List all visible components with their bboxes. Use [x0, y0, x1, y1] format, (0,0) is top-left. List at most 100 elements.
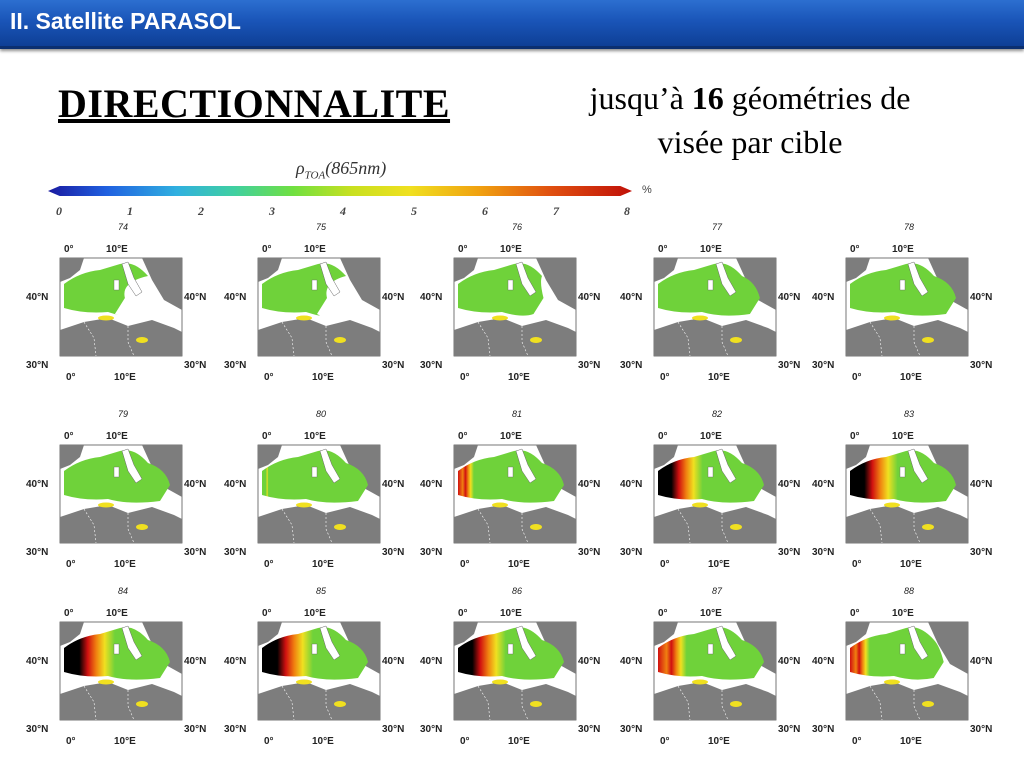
land-italy — [121, 625, 143, 661]
axis-lon-west-top: 0° — [658, 431, 668, 442]
sea-patch — [98, 679, 114, 685]
land-africa — [60, 318, 182, 356]
axis-lon-west-top: 0° — [262, 608, 272, 619]
land-iberia — [60, 258, 84, 282]
land-africa — [454, 505, 576, 543]
land-balkans — [340, 622, 380, 674]
land-africa — [60, 505, 182, 543]
axis-lat-right-top: 40°N — [578, 656, 600, 667]
axis-lon-east-top: 10°E — [500, 431, 522, 442]
axis-lat-right-bottom: 30°N — [778, 547, 800, 558]
axis-lat-left-bottom: 30°N — [26, 360, 48, 371]
axis-lon-west-bottom: 0° — [66, 559, 76, 570]
axis-lat-left-bottom: 30°N — [620, 724, 642, 735]
panel-number: 76 — [512, 222, 522, 232]
sea-patch — [692, 315, 708, 321]
axis-lat-left-top: 40°N — [224, 656, 246, 667]
land-iberia — [454, 445, 478, 469]
map-panel: 86 0° 10°E 40°N 40°N 30°N 30°N 0° 10°E — [418, 582, 614, 768]
axis-lat-right-top: 40°N — [778, 656, 800, 667]
axis-lat-left-bottom: 30°N — [224, 724, 246, 735]
land-balkans — [340, 445, 380, 497]
axis-lat-right-bottom: 30°N — [184, 547, 206, 558]
sea-patch — [922, 337, 934, 343]
axis-lon-east-bottom: 10°E — [900, 372, 922, 383]
axis-lat-right-top: 40°N — [382, 479, 404, 490]
land-iberia — [654, 622, 678, 646]
colorbar-label: ρTOA(865nm) — [296, 158, 386, 182]
colorbar-tick: 6 — [482, 204, 488, 218]
land-sardinia — [899, 466, 906, 478]
axis-lat-left-top: 40°N — [620, 656, 642, 667]
border-line — [281, 321, 333, 357]
sea-patch — [730, 524, 742, 530]
land-italy — [515, 261, 537, 297]
colorbar-tick: 5 — [411, 204, 417, 218]
sea-patch — [530, 701, 542, 707]
axis-lat-right-bottom: 30°N — [184, 360, 206, 371]
sea-patch — [884, 315, 900, 321]
sea-patch — [492, 679, 508, 685]
axis-lat-left-bottom: 30°N — [26, 547, 48, 558]
axis-lat-left-bottom: 30°N — [620, 547, 642, 558]
axis-lon-west-top: 0° — [458, 608, 468, 619]
border-line — [83, 508, 135, 544]
land-africa — [654, 682, 776, 720]
axis-lon-east-bottom: 10°E — [312, 736, 334, 747]
panel-number: 87 — [712, 586, 723, 596]
axis-lat-left-top: 40°N — [420, 479, 442, 490]
axis-lat-right-bottom: 30°N — [578, 360, 600, 371]
land-balkans — [142, 622, 182, 674]
axis-lon-west-top: 0° — [658, 244, 668, 255]
axis-lon-east-top: 10°E — [106, 431, 128, 442]
land-balkans — [142, 445, 182, 497]
land-iberia — [846, 258, 870, 282]
sea-patch — [296, 679, 312, 685]
axis-lon-east-top: 10°E — [304, 608, 326, 619]
land-iberia — [454, 622, 478, 646]
axis-lon-east-top: 10°E — [106, 244, 128, 255]
axis-lat-right-bottom: 30°N — [382, 724, 404, 735]
axis-lat-left-top: 40°N — [812, 292, 834, 303]
land-sardinia — [113, 643, 120, 655]
land-balkans — [928, 445, 968, 497]
sea-patch — [730, 337, 742, 343]
axis-lon-west-bottom: 0° — [852, 372, 862, 383]
subtitle-line-2: visée par cible — [657, 124, 843, 160]
sea-patch — [922, 524, 934, 530]
land-africa — [654, 505, 776, 543]
axis-lat-right-bottom: 30°N — [578, 724, 600, 735]
axis-lon-west-top: 0° — [262, 244, 272, 255]
panel-number: 88 — [904, 586, 914, 596]
colorbar-tick: 3 — [269, 204, 275, 218]
axis-lon-west-top: 0° — [64, 608, 74, 619]
land-africa — [846, 682, 968, 720]
axis-lat-left-bottom: 30°N — [812, 547, 834, 558]
axis-lon-west-top: 0° — [64, 431, 74, 442]
axis-lat-left-top: 40°N — [812, 656, 834, 667]
axis-lon-east-top: 10°E — [892, 431, 914, 442]
border-line — [281, 508, 333, 544]
axis-lon-west-top: 0° — [458, 431, 468, 442]
sea-patch — [334, 337, 346, 343]
subtitle-post: géométries de — [723, 80, 911, 116]
axis-lon-east-top: 10°E — [892, 244, 914, 255]
sea-patch — [884, 679, 900, 685]
land-sardinia — [899, 279, 906, 291]
land-italy — [907, 448, 929, 484]
axis-lon-east-bottom: 10°E — [114, 559, 136, 570]
land-italy — [715, 261, 737, 297]
axis-lat-right-bottom: 30°N — [778, 360, 800, 371]
border-line — [477, 685, 529, 721]
border-line — [477, 508, 529, 544]
land-balkans — [536, 445, 576, 497]
axis-lon-west-top: 0° — [850, 608, 860, 619]
sea-patch — [136, 337, 148, 343]
axis-lon-east-bottom: 10°E — [900, 559, 922, 570]
axis-lat-left-top: 40°N — [26, 479, 48, 490]
sea-patch — [98, 315, 114, 321]
map-panel: 78 0° 10°E 40°N 40°N 30°N 30°N 0° 10°E — [810, 218, 1006, 404]
border-line — [677, 321, 729, 357]
map-panel: 80 0° 10°E 40°N 40°N 30°N 30°N 0° 10°E — [222, 405, 418, 591]
axis-lon-east-top: 10°E — [106, 608, 128, 619]
